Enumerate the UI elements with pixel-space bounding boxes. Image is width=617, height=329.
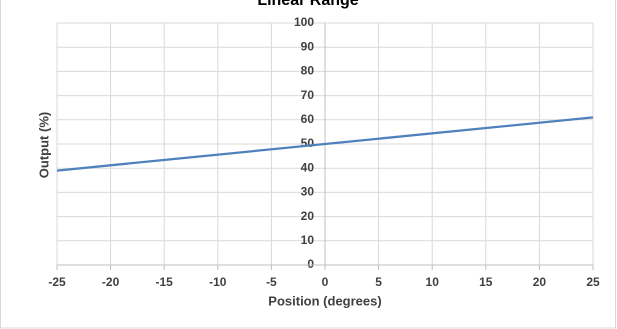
y-axis-title: Output (%) bbox=[36, 112, 51, 178]
x-axis-title: Position (degrees) bbox=[268, 293, 381, 308]
x-tick-label: -5 bbox=[266, 275, 277, 289]
y-tick-label: 20 bbox=[301, 209, 315, 223]
chart-title: Linear Range bbox=[257, 0, 358, 9]
y-tick-label: 80 bbox=[301, 64, 315, 78]
y-tick-label: 70 bbox=[301, 88, 315, 102]
y-tick-label: 30 bbox=[301, 185, 315, 199]
x-tick-label: 10 bbox=[426, 275, 440, 289]
x-tick-label: 0 bbox=[322, 275, 329, 289]
x-tick-label: -20 bbox=[102, 275, 120, 289]
y-tick-label: 10 bbox=[301, 233, 315, 247]
x-tick-label: 15 bbox=[479, 275, 493, 289]
x-tick-label: -25 bbox=[48, 275, 66, 289]
y-tick-label: 0 bbox=[307, 257, 314, 271]
y-tick-label: 50 bbox=[301, 136, 315, 150]
y-tick-label: 40 bbox=[301, 160, 315, 174]
y-tick-label: 100 bbox=[294, 15, 314, 29]
x-tick-label: 20 bbox=[533, 275, 547, 289]
x-tick-label: 5 bbox=[375, 275, 382, 289]
x-tick-label: -15 bbox=[156, 275, 174, 289]
y-tick-label: 90 bbox=[301, 39, 315, 53]
y-tick-label: 60 bbox=[301, 112, 315, 126]
x-tick-label: -10 bbox=[209, 275, 227, 289]
data-line bbox=[56, 116, 594, 172]
x-tick-label: 25 bbox=[586, 275, 600, 289]
